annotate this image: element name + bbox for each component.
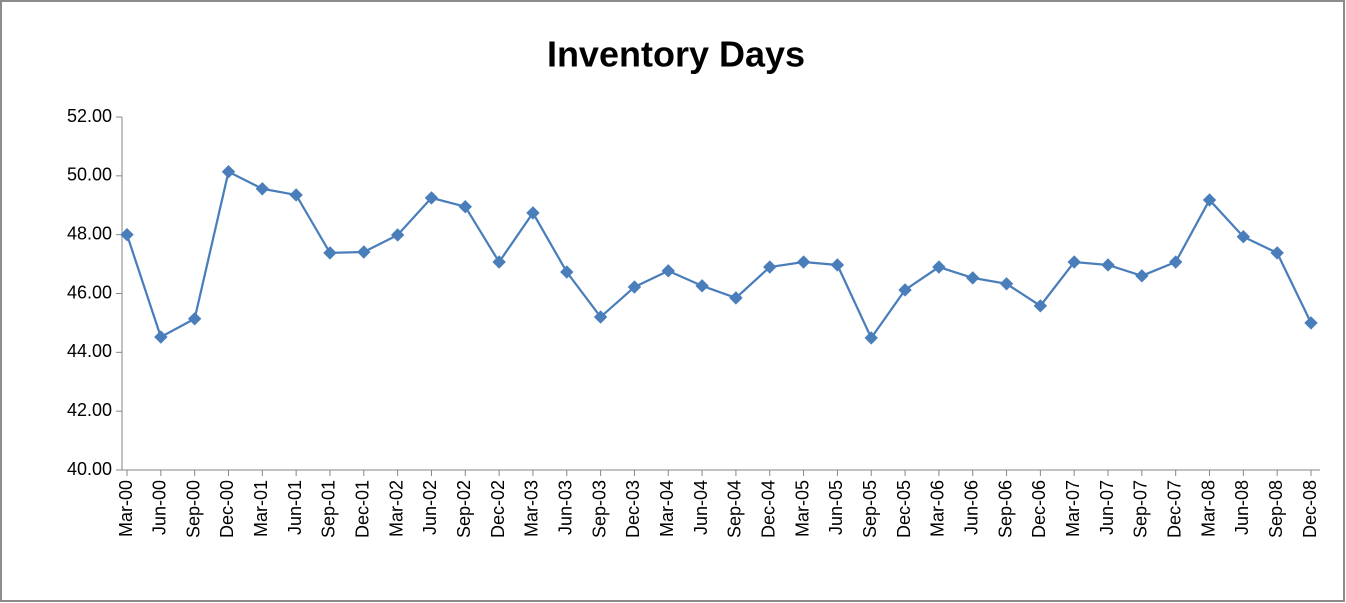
- marker: [526, 206, 540, 220]
- x-tick-label: Dec-05: [894, 480, 914, 538]
- x-tick-label: Mar-06: [928, 480, 948, 537]
- x-tick-label: Sep-04: [725, 480, 745, 538]
- x-tick-label: Mar-00: [116, 480, 136, 537]
- x-tick-label: Jun-05: [826, 480, 846, 535]
- x-tick-label: Mar-07: [1063, 480, 1083, 537]
- marker: [729, 291, 743, 305]
- marker: [627, 280, 642, 294]
- x-tick-label: Sep-05: [860, 480, 880, 538]
- marker: [966, 271, 980, 285]
- x-tick-label: Dec-04: [758, 480, 778, 538]
- marker: [864, 331, 878, 345]
- marker: [830, 258, 845, 272]
- marker: [1304, 316, 1318, 330]
- y-tick-label: 50.00: [67, 165, 112, 185]
- marker: [1135, 269, 1149, 283]
- marker: [898, 283, 912, 297]
- marker: [323, 246, 337, 260]
- marker: [932, 260, 946, 274]
- x-tick-label: Mar-05: [792, 480, 812, 537]
- x-tick-label: Mar-01: [251, 480, 271, 537]
- x-tick-label: Jun-03: [556, 480, 576, 535]
- marker: [154, 330, 168, 344]
- marker: [289, 188, 303, 202]
- y-tick-label: 40.00: [67, 459, 112, 479]
- marker: [1067, 255, 1081, 269]
- marker: [1236, 230, 1251, 244]
- marker: [1101, 258, 1115, 272]
- x-tick-label: Jun-00: [150, 480, 170, 535]
- marker: [458, 200, 472, 214]
- x-tick-label: Sep-08: [1266, 480, 1286, 538]
- marker: [221, 165, 236, 179]
- marker: [1270, 246, 1284, 260]
- marker: [560, 265, 574, 279]
- x-tick-label: Sep-07: [1131, 480, 1151, 538]
- marker: [424, 191, 439, 205]
- x-tick-label: Sep-01: [319, 480, 339, 538]
- x-tick-label: Sep-06: [995, 480, 1015, 538]
- x-tick-label: Dec-07: [1164, 480, 1184, 538]
- x-tick-label: Dec-01: [353, 480, 373, 538]
- x-tick-label: Jun-08: [1232, 480, 1252, 535]
- marker: [661, 264, 675, 278]
- x-tick-label: Jun-04: [691, 480, 711, 535]
- chart-title: Inventory Days: [547, 34, 805, 75]
- x-tick-label: Dec-00: [217, 480, 237, 538]
- marker: [796, 255, 811, 269]
- marker: [763, 260, 777, 274]
- marker: [1033, 299, 1048, 313]
- x-tick-label: Jun-02: [420, 480, 440, 535]
- marker: [695, 279, 709, 293]
- y-tick-label: 52.00: [67, 106, 112, 126]
- marker: [357, 245, 371, 259]
- x-tick-label: Dec-08: [1300, 480, 1320, 538]
- x-tick-label: Jun-06: [961, 480, 981, 535]
- marker: [999, 277, 1014, 291]
- marker: [1202, 193, 1217, 207]
- marker: [1168, 255, 1183, 269]
- marker: [492, 255, 506, 269]
- y-tick-label: 44.00: [67, 341, 112, 361]
- x-tick-label: Sep-03: [589, 480, 609, 538]
- x-tick-label: Dec-06: [1029, 480, 1049, 538]
- marker: [120, 227, 134, 242]
- marker: [255, 182, 270, 196]
- y-tick-label: 46.00: [67, 282, 112, 302]
- x-tick-label: Sep-02: [454, 480, 474, 538]
- marker: [390, 228, 405, 242]
- marker: [593, 310, 608, 324]
- x-tick-label: Jun-07: [1097, 480, 1117, 535]
- x-tick-label: Sep-00: [183, 480, 203, 538]
- x-tick-label: Dec-03: [623, 480, 643, 538]
- marker: [187, 312, 202, 326]
- x-tick-label: Dec-02: [488, 480, 508, 538]
- x-tick-label: Jun-01: [285, 480, 305, 535]
- y-tick-label: 48.00: [67, 223, 112, 243]
- series-line: [125, 170, 1313, 341]
- x-tick-label: Mar-04: [657, 480, 677, 537]
- x-tick-label: Mar-02: [386, 480, 406, 537]
- y-tick-label: 42.00: [67, 400, 112, 420]
- x-tick-label: Mar-08: [1198, 480, 1218, 537]
- x-tick-label: Mar-03: [522, 480, 542, 537]
